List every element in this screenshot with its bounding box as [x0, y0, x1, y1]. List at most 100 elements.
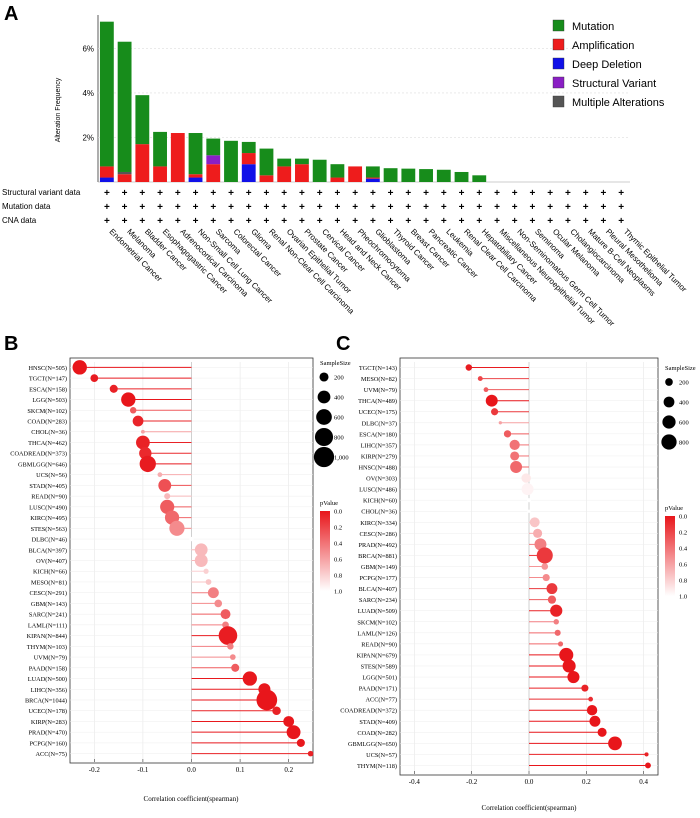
data-row-marker: + — [228, 188, 234, 199]
size-legend-dot — [662, 415, 676, 429]
category-label: CHOL(N=36) — [31, 429, 67, 436]
data-row-marker: + — [512, 188, 518, 199]
lollipop-dot — [242, 671, 257, 686]
category-label: LUSC(N=486) — [359, 487, 397, 494]
data-row-marker: + — [352, 202, 358, 213]
size-legend-b: SampleSize 200 400 600 800 1,000 — [313, 360, 351, 468]
category-label: DLBC(N=46) — [32, 537, 67, 544]
data-row-marker: + — [441, 188, 447, 199]
lollipop-chart-c: -0.4 -0.2 0.0 0.2 0.4 TGCT(N=143) MESO(N=82) UV… — [340, 357, 696, 812]
lollipop-dot — [557, 641, 564, 647]
x-tick-label: 0.0 — [525, 778, 534, 786]
bar-segment — [99, 177, 114, 182]
lollipop-dot — [72, 360, 87, 375]
lollipop-dot — [203, 568, 209, 574]
data-row-marker: + — [281, 202, 287, 213]
lollipop-dot — [542, 573, 550, 582]
category-label: READ(N=90) — [31, 494, 67, 501]
lollipop-dot — [286, 725, 301, 740]
bar-segment — [188, 174, 203, 178]
alteration-legend: Mutation Amplification Deep Deletion Struct… — [552, 19, 665, 109]
lollipop-dot — [536, 547, 553, 564]
pvalue-legend-label: 1.0 — [679, 594, 687, 601]
size-legend-dot — [313, 446, 335, 468]
lollipop-dot — [553, 619, 559, 625]
lollipop-dot — [597, 727, 607, 737]
data-row-marker: + — [246, 202, 252, 213]
bar-segment — [454, 171, 469, 182]
lollipop-dot — [194, 554, 208, 567]
category-label: BRCA(N=1044) — [25, 697, 67, 704]
data-row-marker: + — [317, 188, 323, 199]
data-row-marker: + — [388, 188, 394, 199]
data-row-marker: + — [512, 202, 518, 213]
category-label: LUSC(N=490) — [29, 504, 67, 511]
category-label: KIRC(N=495) — [30, 515, 67, 522]
data-row-marker: + — [476, 216, 482, 227]
data-row-marker: + — [264, 216, 270, 227]
data-row-marker: + — [423, 202, 429, 213]
data-row-marker: + — [122, 188, 128, 199]
data-row-label: Mutation data — [2, 202, 51, 211]
lollipop-dot — [529, 517, 540, 528]
lollipop-dot — [526, 498, 532, 503]
category-label: OV(N=407) — [36, 558, 67, 565]
lollipop-dot — [129, 407, 137, 414]
category-label: PRAD(N=492) — [358, 542, 397, 549]
bar-segment — [241, 153, 256, 165]
data-row-marker: + — [476, 188, 482, 199]
lollipop-dot — [90, 374, 99, 382]
category-label: UCEC(N=178) — [28, 708, 67, 715]
category-label: UVM(N=79) — [34, 655, 67, 662]
data-row-marker: + — [583, 202, 589, 213]
bar-segment — [312, 159, 327, 182]
data-row-marker: + — [459, 188, 465, 199]
category-label: COAD(N=282) — [357, 730, 397, 737]
data-row-marker: + — [405, 188, 411, 199]
lollipop-dot — [491, 408, 499, 416]
y-tick-label: 2% — [82, 133, 94, 142]
lollipop-dot — [307, 750, 314, 757]
category-label: GBMLGG(N=646) — [18, 461, 67, 468]
category-label: UCEC(N=175) — [358, 409, 397, 416]
pvalue-legend-label: 0.4 — [334, 541, 343, 548]
data-row-marker: + — [512, 216, 518, 227]
data-row-marker: + — [352, 188, 358, 199]
category-label: ESCA(N=180) — [359, 431, 397, 438]
data-row-marker: + — [423, 188, 429, 199]
bar-segment — [153, 131, 167, 167]
lollipop-dot — [485, 394, 498, 407]
pvalue-legend-b: pValue 0.0 0.2 0.4 0.6 0.8 1.0 — [320, 500, 343, 596]
legend-swatch — [552, 76, 565, 89]
bar-segment — [206, 155, 221, 165]
lollipop-dot — [588, 696, 594, 702]
category-label: PAAD(N=171) — [359, 686, 397, 693]
category-label: KICH(N=60) — [363, 498, 397, 505]
lollipop-dot — [136, 435, 150, 450]
x-tick-label: -0.2 — [466, 778, 478, 786]
data-row-marker: + — [210, 202, 216, 213]
data-row-marker: + — [476, 202, 482, 213]
data-row-marker: + — [281, 216, 287, 227]
lollipop-dot — [158, 478, 172, 492]
data-row-marker: + — [618, 188, 624, 199]
category-label: HNSC(N=505) — [28, 365, 67, 372]
size-legend-label: 200 — [679, 380, 689, 387]
data-row-marker: + — [210, 216, 216, 227]
data-row-marker: + — [317, 216, 323, 227]
data-row-marker: + — [299, 188, 305, 199]
lollipop-dot — [169, 520, 185, 536]
data-row-marker: + — [139, 188, 145, 199]
bar-segment — [135, 95, 150, 145]
data-row-marker: + — [547, 216, 553, 227]
panel-label-a: A — [4, 3, 18, 25]
data-row-marker: + — [228, 216, 234, 227]
category-label: KIPAN(N=844) — [27, 633, 67, 640]
panel-label-b: B — [4, 333, 18, 355]
size-legend-dot — [665, 378, 673, 386]
x-tick-label: 0.2 — [582, 778, 591, 786]
category-label: THCA(N=489) — [358, 398, 397, 405]
data-row-marker: + — [175, 202, 181, 213]
data-row-marker: + — [583, 188, 589, 199]
